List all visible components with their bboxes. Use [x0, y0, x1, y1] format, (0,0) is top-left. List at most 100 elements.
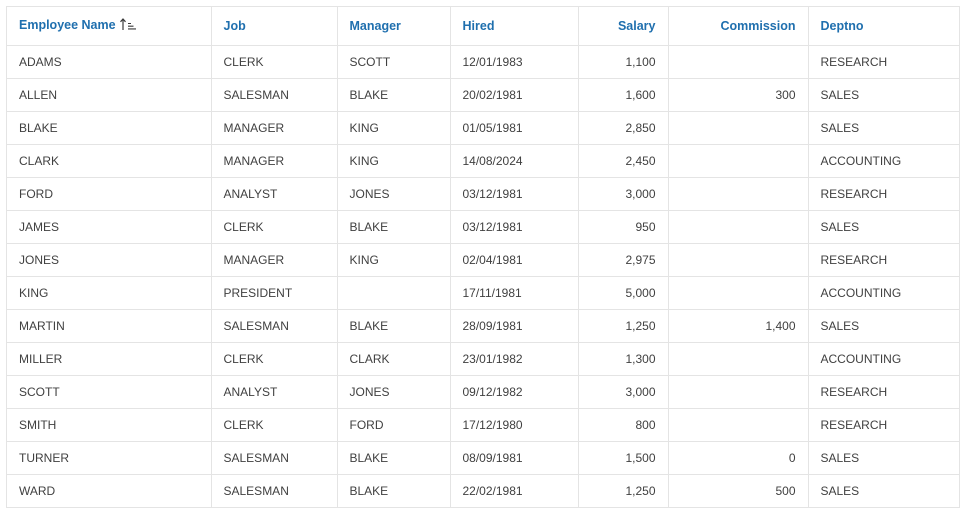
cell-hired: 01/05/1981 [450, 111, 579, 145]
table-header: Employee Name Job Manager Hired Salary Commis… [7, 7, 959, 46]
table-row[interactable]: JONES MANAGER KING 02/04/1981 2,975 RESEARCH [7, 243, 959, 277]
cell-comm [668, 177, 809, 211]
cell-hired: 02/04/1981 [450, 243, 579, 277]
cell-ename: JAMES [7, 210, 212, 244]
cell-comm: 1,400 [668, 309, 809, 343]
table-row[interactable]: CLARK MANAGER KING 14/08/2024 2,450 ACCOUNTIN… [7, 144, 959, 178]
cell-mgr [337, 276, 451, 310]
cell-job: ANALYST [211, 177, 338, 211]
cell-mgr: BLAKE [337, 210, 451, 244]
cell-deptno: RESEARCH [808, 45, 959, 79]
column-header-job[interactable]: Job [211, 7, 338, 46]
cell-job: CLERK [211, 342, 338, 376]
cell-hired: 08/09/1981 [450, 441, 579, 475]
column-header-label: Job [223, 19, 246, 33]
cell-ename: MILLER [7, 342, 212, 376]
cell-deptno: RESEARCH [808, 408, 959, 442]
cell-mgr: BLAKE [337, 474, 451, 508]
cell-ename: JONES [7, 243, 212, 277]
cell-comm [668, 276, 809, 310]
cell-mgr: JONES [337, 375, 451, 409]
cell-sal: 1,300 [578, 342, 669, 376]
cell-sal: 2,975 [578, 243, 669, 277]
cell-deptno: RESEARCH [808, 243, 959, 277]
table-row[interactable]: WARD SALESMAN BLAKE 22/02/1981 1,250 500 SALES [7, 474, 959, 508]
column-header-deptno[interactable]: Deptno [808, 7, 959, 46]
cell-comm: 300 [668, 78, 809, 112]
cell-deptno: SALES [808, 309, 959, 343]
cell-sal: 5,000 [578, 276, 669, 310]
cell-ename: SMITH [7, 408, 212, 442]
cell-job: MANAGER [211, 111, 338, 145]
cell-hired: 09/12/1982 [450, 375, 579, 409]
cell-job: CLERK [211, 408, 338, 442]
cell-comm [668, 210, 809, 244]
cell-job: MANAGER [211, 243, 338, 277]
cell-job: ANALYST [211, 375, 338, 409]
cell-mgr: BLAKE [337, 78, 451, 112]
cell-mgr: JONES [337, 177, 451, 211]
cell-deptno: SALES [808, 78, 959, 112]
cell-hired: 28/09/1981 [450, 309, 579, 343]
table-row[interactable]: ALLEN SALESMAN BLAKE 20/02/1981 1,600 300 SALE… [7, 78, 959, 112]
cell-deptno: SALES [808, 474, 959, 508]
cell-mgr: FORD [337, 408, 451, 442]
cell-mgr: KING [337, 111, 451, 145]
column-header-label: Manager [349, 19, 401, 33]
cell-deptno: ACCOUNTING [808, 342, 959, 376]
table-row[interactable]: ADAMS CLERK SCOTT 12/01/1983 1,100 RESEARCH [7, 45, 959, 79]
cell-job: SALESMAN [211, 474, 338, 508]
table-row[interactable]: TURNER SALESMAN BLAKE 08/09/1981 1,500 0 SALES [7, 441, 959, 475]
cell-comm: 0 [668, 441, 809, 475]
cell-deptno: RESEARCH [808, 375, 959, 409]
table-row[interactable]: FORD ANALYST JONES 03/12/1981 3,000 RESEARCH [7, 177, 959, 211]
cell-job: SALESMAN [211, 309, 338, 343]
column-header-mgr[interactable]: Manager [337, 7, 451, 46]
cell-sal: 800 [578, 408, 669, 442]
column-header-hired[interactable]: Hired [450, 7, 579, 46]
cell-ename: WARD [7, 474, 212, 508]
cell-hired: 17/11/1981 [450, 276, 579, 310]
employee-grid: Employee Name Job Manager Hired Salary Commis… [6, 6, 960, 508]
cell-hired: 14/08/2024 [450, 144, 579, 178]
cell-ename: TURNER [7, 441, 212, 475]
cell-sal: 950 [578, 210, 669, 244]
table-body: ADAMS CLERK SCOTT 12/01/1983 1,100 RESEARCH AL… [7, 45, 959, 508]
cell-sal: 3,000 [578, 177, 669, 211]
column-header-sal[interactable]: Salary [578, 7, 669, 46]
table-row[interactable]: BLAKE MANAGER KING 01/05/1981 2,850 SALES [7, 111, 959, 145]
sort-ascending-icon[interactable] [119, 18, 137, 34]
cell-mgr: KING [337, 144, 451, 178]
column-header-ename[interactable]: Employee Name [7, 7, 212, 46]
cell-mgr: BLAKE [337, 309, 451, 343]
cell-hired: 03/12/1981 [450, 177, 579, 211]
cell-comm [668, 342, 809, 376]
cell-ename: KING [7, 276, 212, 310]
cell-sal: 3,000 [578, 375, 669, 409]
column-header-label: Hired [462, 19, 495, 33]
cell-mgr: KING [337, 243, 451, 277]
cell-ename: ADAMS [7, 45, 212, 79]
cell-mgr: CLARK [337, 342, 451, 376]
cell-deptno: RESEARCH [808, 177, 959, 211]
table-row[interactable]: MILLER CLERK CLARK 23/01/1982 1,300 ACCOUNTIN… [7, 342, 959, 376]
cell-job: PRESIDENT [211, 276, 338, 310]
table-row[interactable]: JAMES CLERK BLAKE 03/12/1981 950 SALES [7, 210, 959, 244]
cell-deptno: ACCOUNTING [808, 144, 959, 178]
table-row[interactable]: KING PRESIDENT 17/11/1981 5,000 ACCOUNTING [7, 276, 959, 310]
cell-ename: SCOTT [7, 375, 212, 409]
cell-job: SALESMAN [211, 441, 338, 475]
cell-comm: 500 [668, 474, 809, 508]
employee-table: Employee Name Job Manager Hired Salary Commis… [7, 7, 959, 508]
cell-ename: BLAKE [7, 111, 212, 145]
table-row[interactable]: SCOTT ANALYST JONES 09/12/1982 3,000 RESEARCH [7, 375, 959, 409]
table-row[interactable]: MARTIN SALESMAN BLAKE 28/09/1981 1,250 1,400 S… [7, 309, 959, 343]
cell-hired: 12/01/1983 [450, 45, 579, 79]
cell-hired: 20/02/1981 [450, 78, 579, 112]
cell-ename: CLARK [7, 144, 212, 178]
column-header-comm[interactable]: Commission [668, 7, 809, 46]
column-header-label: Salary [617, 19, 656, 33]
cell-hired: 03/12/1981 [450, 210, 579, 244]
table-row[interactable]: SMITH CLERK FORD 17/12/1980 800 RESEARCH [7, 408, 959, 442]
column-header-label: Commission [720, 19, 796, 33]
